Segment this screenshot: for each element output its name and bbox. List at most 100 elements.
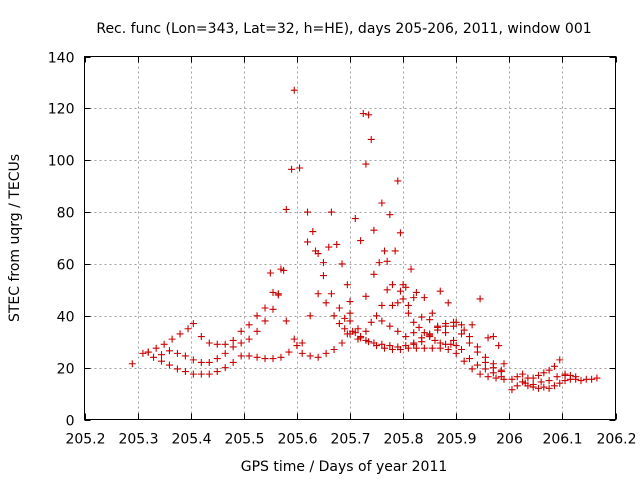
- data-point: [460, 357, 468, 365]
- data-point: [489, 360, 497, 368]
- data-point: [213, 368, 221, 376]
- data-point: [282, 205, 290, 213]
- data-point: [354, 325, 362, 333]
- data-point: [458, 330, 466, 338]
- data-point: [383, 257, 391, 265]
- data-point: [189, 370, 197, 378]
- data-point: [370, 226, 378, 234]
- data-point: [285, 348, 293, 356]
- data-point: [508, 386, 516, 394]
- data-point: [535, 384, 543, 392]
- data-point: [556, 379, 564, 387]
- data-point: [245, 335, 253, 343]
- data-point: [335, 320, 343, 328]
- data-point: [362, 336, 370, 344]
- data-point: [465, 339, 473, 347]
- chart-title: Rec. func (Lon=343, Lat=32, h=HE), days …: [96, 21, 591, 37]
- data-point: [426, 316, 434, 324]
- data-point: [394, 177, 402, 185]
- data-point: [197, 333, 205, 341]
- data-point: [181, 368, 189, 376]
- data-point: [442, 322, 450, 330]
- data-point: [396, 229, 404, 237]
- data-point: [306, 312, 314, 320]
- data-point: [304, 208, 312, 216]
- x-axis-label: GPS time / Days of year 2011: [241, 459, 448, 475]
- data-point: [189, 320, 197, 328]
- data-point: [545, 384, 553, 392]
- data-point: [282, 317, 290, 325]
- data-point: [245, 321, 253, 329]
- data-point: [404, 301, 412, 309]
- data-point: [484, 373, 492, 381]
- data-point: [593, 374, 601, 382]
- data-point: [290, 335, 298, 343]
- y-tick-label: 60: [57, 258, 75, 274]
- data-point: [351, 215, 359, 223]
- data-point: [458, 321, 466, 329]
- data-point: [245, 352, 253, 360]
- data-point: [373, 312, 381, 320]
- axes: 205.2 205.3 205.4 205.5 205.6 205.7 205.8 205.9…: [48, 51, 637, 448]
- data-point: [489, 333, 497, 341]
- data-point: [452, 318, 460, 326]
- data-point: [205, 358, 213, 366]
- data-point: [173, 365, 181, 373]
- data-point: [388, 301, 396, 309]
- data-point: [341, 325, 349, 333]
- data-point: [521, 379, 529, 387]
- data-point: [431, 336, 439, 344]
- data-point: [229, 358, 237, 366]
- y-tick-label: 20: [57, 362, 75, 378]
- data-point: [378, 199, 386, 207]
- data-point: [410, 329, 418, 337]
- data-point: [205, 339, 213, 347]
- data-point: [362, 160, 370, 168]
- x-tick-label: 205.7: [330, 432, 370, 448]
- data-point: [221, 364, 229, 372]
- data-point: [550, 362, 558, 370]
- data-point: [346, 298, 354, 306]
- data-point: [288, 165, 296, 173]
- data-point: [365, 111, 373, 119]
- data-point: [484, 334, 492, 342]
- data-point: [442, 329, 450, 337]
- x-tick-label: 205.9: [436, 432, 476, 448]
- data-point: [420, 294, 428, 302]
- y-tick-label: 120: [48, 102, 75, 118]
- data-point: [412, 344, 420, 352]
- data-point: [572, 373, 580, 381]
- data-point: [341, 314, 349, 322]
- data-point: [394, 327, 402, 335]
- data-point: [335, 304, 343, 312]
- data-point: [168, 335, 176, 343]
- data-point: [362, 292, 370, 300]
- data-point: [314, 290, 322, 298]
- data-point: [444, 299, 452, 307]
- data-point: [468, 365, 476, 373]
- data-point: [386, 211, 394, 219]
- data-point: [378, 317, 386, 325]
- data-point: [357, 237, 365, 245]
- data-point: [144, 348, 152, 356]
- x-tick-label: 205.6: [277, 432, 317, 448]
- data-point: [489, 369, 497, 377]
- data-point: [476, 295, 484, 303]
- y-tick-label: 80: [57, 206, 75, 222]
- data-point: [465, 355, 473, 363]
- data-point: [545, 366, 553, 374]
- data-point: [197, 370, 205, 378]
- data-point: [152, 344, 160, 352]
- data-point: [418, 313, 426, 321]
- data-point: [128, 360, 136, 368]
- data-point: [314, 353, 322, 361]
- data-point: [309, 228, 317, 236]
- data-point: [176, 330, 184, 338]
- data-point: [157, 351, 165, 359]
- data-point: [197, 358, 205, 366]
- data-point: [237, 352, 245, 360]
- data-point: [343, 281, 351, 289]
- data-point: [293, 342, 301, 350]
